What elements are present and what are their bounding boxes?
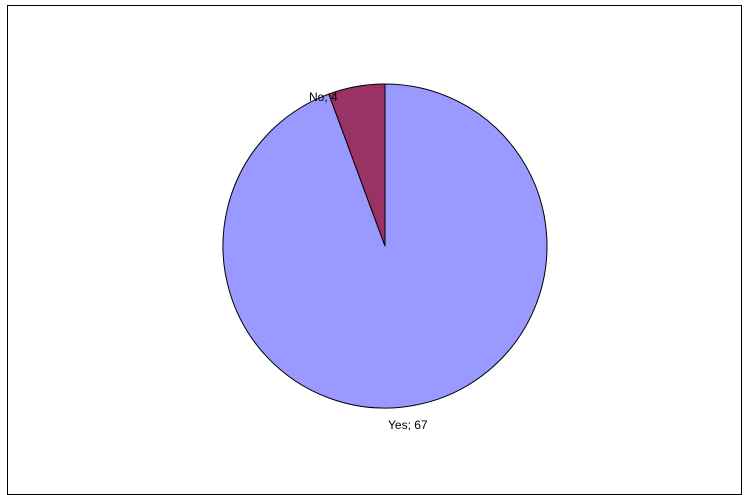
pie-slices (222, 83, 548, 409)
pie-labels: Yes; 67 No; 4 (309, 90, 428, 432)
slice-label-yes: Yes; 67 (388, 418, 428, 432)
pie-chart: Yes; 67 No; 4 (222, 83, 548, 432)
slice-label-no: No; 4 (309, 90, 338, 104)
pie-slice-no (328, 83, 386, 247)
